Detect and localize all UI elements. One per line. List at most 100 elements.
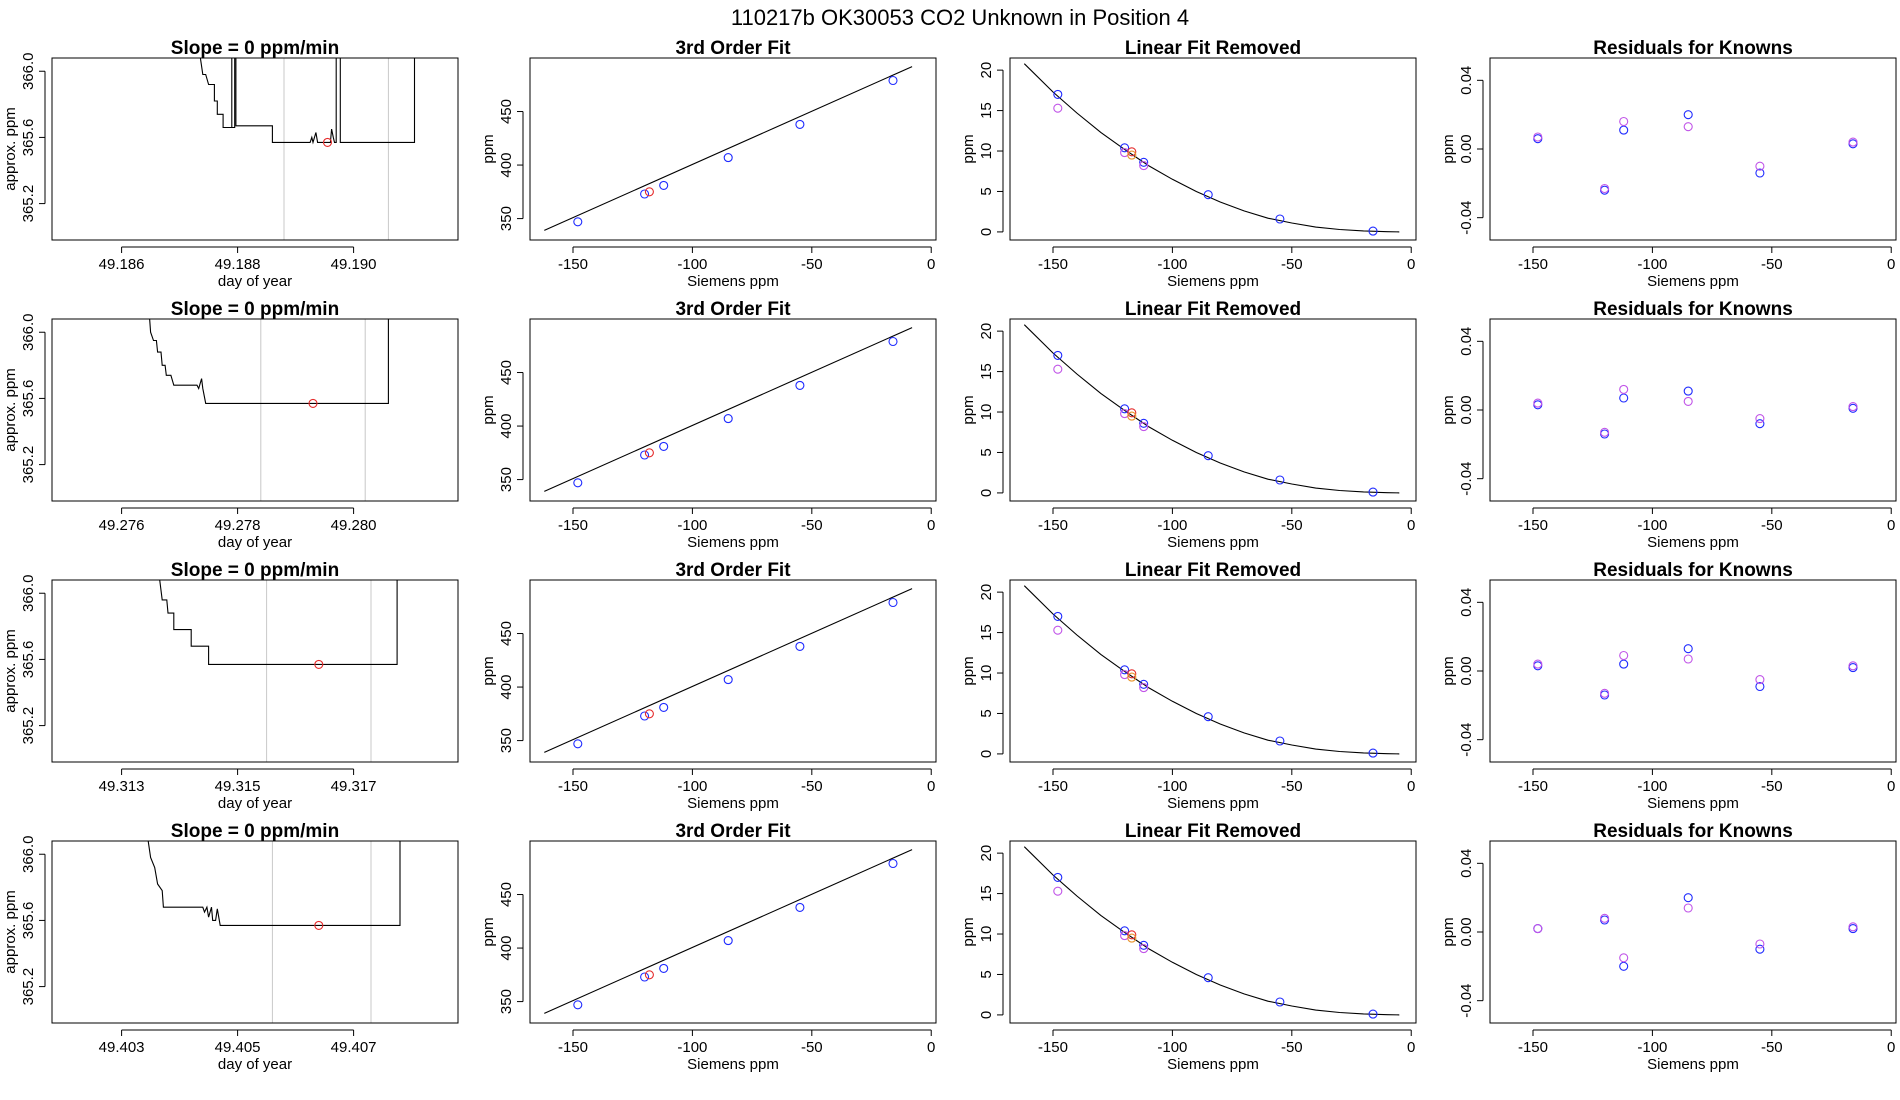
data-point-blue: [573, 739, 583, 749]
x-tick-label: 49.407: [331, 1039, 377, 1056]
data-point-blue: [1053, 611, 1063, 621]
data-point-red: [314, 659, 324, 669]
x-tick-label: 0: [1887, 1039, 1895, 1056]
data-point-red: [1127, 147, 1137, 157]
fit-curve-line: [1023, 324, 1400, 494]
data-point-blue: [888, 336, 898, 347]
data-point-blue: [1053, 350, 1063, 360]
y-tick-label: 0: [978, 1011, 995, 1019]
x-tick-label: -50: [801, 256, 823, 273]
panel-title: 3rd Order Fit: [675, 299, 791, 320]
data-point-blue: [1368, 1009, 1378, 1019]
data-point-blue: [1139, 157, 1149, 167]
data-point-violet: [1755, 939, 1765, 949]
data-point-violet: [1683, 903, 1693, 913]
data-point-blue: [1683, 110, 1693, 120]
y-axis-label: approx. ppm: [2, 890, 19, 973]
y-axis-label: ppm: [960, 917, 977, 946]
panel-title: Linear Fit Removed: [1125, 38, 1301, 59]
y-tick-label: 15: [978, 102, 995, 119]
data-point-blue: [1755, 419, 1765, 429]
y-axis-label: ppm: [1440, 134, 1457, 163]
data-point-blue: [1120, 926, 1130, 936]
fit-curve-line: [544, 849, 913, 1014]
y-tick-label: 365.2: [20, 185, 37, 223]
data-point-blue: [723, 153, 733, 163]
data-point-blue: [659, 441, 669, 451]
fit-curve-line: [544, 327, 913, 492]
panel-r2-c1: Slope = 0 ppm/min 49.276 49.278 49.280 day o…: [2, 299, 459, 551]
y-tick-label: 0: [978, 750, 995, 758]
data-point-violet: [1848, 137, 1858, 147]
data-point-violet: [1533, 132, 1543, 142]
y-tick-label: 20: [978, 845, 995, 862]
y-tick-label: 366.0: [20, 574, 37, 612]
x-tick-label: 0: [1887, 517, 1895, 534]
y-tick-label: 10: [978, 404, 995, 421]
x-tick-label: -50: [1281, 517, 1303, 534]
panel-title: Linear Fit Removed: [1125, 299, 1301, 320]
data-point-blue: [640, 450, 650, 460]
panel-title: Residuals for Knowns: [1593, 560, 1793, 581]
x-tick-label: -50: [1761, 517, 1783, 534]
x-tick-label: 0: [927, 517, 935, 534]
data-point-violet: [1533, 659, 1543, 669]
data-point-red: [1127, 669, 1137, 679]
x-tick-label: -100: [677, 517, 707, 534]
data-point-blue: [888, 597, 898, 608]
data-point-blue: [1139, 940, 1149, 950]
panel-r3-c1: Slope = 0 ppm/min 49.313 49.315 49.317 day o…: [2, 560, 459, 812]
data-point-violet: [1139, 683, 1149, 693]
x-tick-label: 49.405: [215, 1039, 261, 1056]
plot-frame: [529, 318, 937, 502]
data-point-violet: [1600, 913, 1610, 923]
y-tick-label: 0.00: [1458, 134, 1475, 163]
data-point-violet: [1053, 103, 1063, 113]
panel-title: Slope = 0 ppm/min: [171, 299, 339, 320]
y-tick-label: 366.0: [20, 52, 37, 90]
data-point-violet: [1600, 688, 1610, 698]
data-point-blue: [659, 963, 669, 973]
plot-frame: [51, 840, 459, 1024]
data-point-blue: [1368, 748, 1378, 758]
data-point-blue: [1755, 681, 1765, 692]
y-tick-label: 450: [498, 882, 515, 907]
y-tick-label: -0.04: [1458, 201, 1475, 235]
data-point-violet: [1053, 364, 1063, 374]
plot-frame: [1009, 318, 1417, 502]
data-point-blue: [1619, 393, 1629, 403]
data-point-blue: [1275, 214, 1285, 224]
x-tick-label: 49.317: [331, 778, 377, 795]
data-point-red: [644, 187, 654, 197]
data-point-red: [1127, 408, 1137, 418]
y-tick-label: 20: [978, 62, 995, 79]
plot-frame: [51, 57, 459, 241]
data-point-blue: [1619, 659, 1629, 669]
data-trace-line: [199, 58, 416, 145]
data-point-blue: [1053, 872, 1063, 882]
y-axis-label: ppm: [1440, 656, 1457, 685]
x-tick-label: 49.186: [99, 256, 145, 273]
data-point-blue: [1755, 944, 1765, 954]
y-tick-label: 365.2: [20, 968, 37, 1006]
data-point-violet: [1600, 183, 1610, 194]
y-tick-label: 0.00: [1458, 917, 1475, 946]
data-point-red: [1127, 930, 1137, 940]
panel-r4-c1: Slope = 0 ppm/min 49.403 49.405 49.407 day o…: [2, 821, 459, 1073]
panel-title: Slope = 0 ppm/min: [171, 821, 339, 842]
data-point-red: [644, 709, 654, 719]
y-tick-label: 0.04: [1458, 849, 1475, 878]
y-tick-label: 5: [978, 970, 995, 978]
plot-frame: [51, 579, 459, 763]
x-tick-label: -50: [1761, 256, 1783, 273]
panel-r1-c2: 3rd Order Fit -150 -100 -50 0 Siemens ppm 350 4…: [480, 38, 937, 290]
y-tick-label: 5: [978, 709, 995, 717]
y-tick-label: -0.04: [1458, 984, 1475, 1018]
panel-title: 3rd Order Fit: [675, 821, 791, 842]
x-tick-label: -50: [801, 1039, 823, 1056]
y-tick-label: 10: [978, 143, 995, 160]
x-tick-label: -100: [1637, 778, 1667, 795]
y-axis-label: approx. ppm: [2, 368, 19, 451]
y-axis-label: approx. ppm: [2, 107, 19, 190]
panel-r4-c4: Residuals for Knowns -150 -100 -50 0 Siemens …: [1440, 821, 1897, 1073]
